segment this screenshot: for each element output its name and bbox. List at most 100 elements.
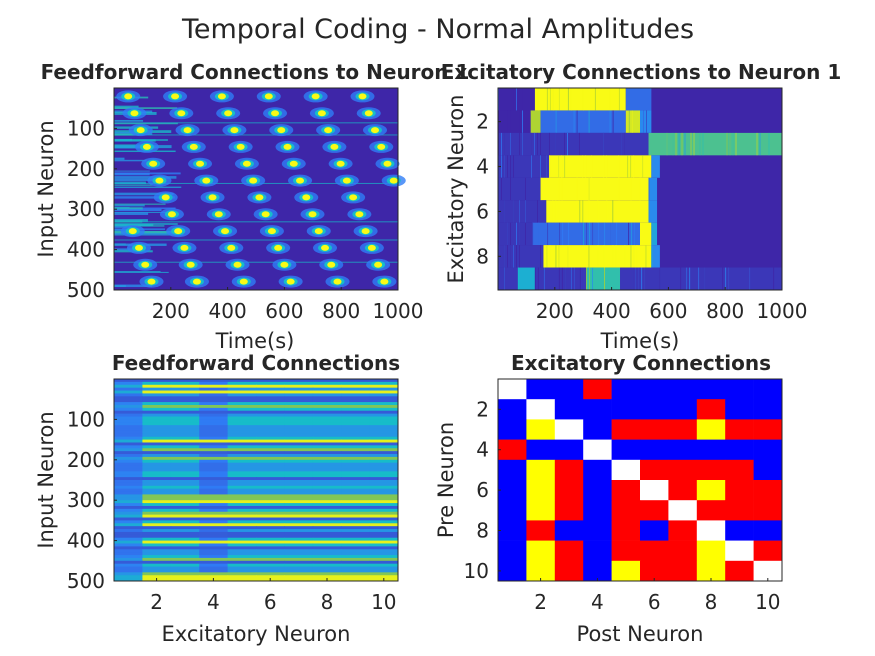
panel3-cell xyxy=(369,433,399,438)
panel3-cell xyxy=(199,555,229,559)
panel3-cell xyxy=(227,430,257,435)
panel3-cell xyxy=(114,419,143,423)
panel2-texture xyxy=(618,155,620,178)
panel3-cell xyxy=(256,529,285,533)
panel3-cell xyxy=(369,480,399,484)
panel3-cell xyxy=(284,442,314,446)
panel4-cell xyxy=(668,419,698,440)
panel3-cell xyxy=(284,413,314,418)
panel3-cell xyxy=(227,557,257,562)
panel2-texture xyxy=(510,222,511,246)
panel3-cell xyxy=(227,428,257,432)
panel3-cell xyxy=(142,468,172,472)
panel1-spot-core xyxy=(370,127,379,134)
panel3-cell xyxy=(284,520,314,524)
panel4-cell xyxy=(753,379,783,400)
panel1-streak xyxy=(114,184,153,186)
panel2-texture xyxy=(525,222,526,246)
panel3-cell xyxy=(369,413,399,418)
panel3-cell xyxy=(256,407,285,412)
panel4-cell xyxy=(696,480,726,501)
panel2-texture xyxy=(534,132,535,156)
panel3-cell xyxy=(312,569,342,573)
panel1-spot-core xyxy=(161,194,170,201)
panel2-texture xyxy=(504,132,505,156)
panel3-cell xyxy=(142,503,172,507)
panel1-streak xyxy=(114,119,144,122)
panel2-texture xyxy=(756,132,758,156)
x-tick-label: 4 xyxy=(591,590,604,614)
panel3-cell xyxy=(256,381,285,386)
panel3-cell xyxy=(369,505,399,510)
panel3-cell xyxy=(312,407,342,412)
panel3-cell xyxy=(114,480,143,484)
panel2-texture xyxy=(612,110,614,133)
panel4-cell xyxy=(725,399,754,420)
panel3-cell xyxy=(227,462,257,467)
panel3-cell xyxy=(369,416,399,420)
panel3-cell xyxy=(227,500,257,504)
panel3-cell xyxy=(142,572,172,576)
panel3-cell xyxy=(341,575,371,579)
panel3-cell xyxy=(142,543,172,547)
panel3-cell xyxy=(199,459,229,464)
panel3-cell xyxy=(369,569,399,573)
panel1-title: Feedforward Connections to Neuron 1 xyxy=(41,60,470,84)
panel2-texture xyxy=(517,267,519,290)
panel3-cell xyxy=(256,436,285,441)
panel3-cell xyxy=(142,540,172,544)
panel3-cell xyxy=(256,534,285,539)
panel4-cell xyxy=(696,379,726,400)
panel1-spot-core xyxy=(249,177,258,184)
panel2-texture xyxy=(501,155,502,178)
panel2-texture xyxy=(582,88,584,111)
panel3-cell xyxy=(284,555,314,559)
panel1-spot-core xyxy=(289,160,298,167)
panel3-cell xyxy=(142,387,172,392)
panel3-cell xyxy=(170,503,200,507)
panel3-cell xyxy=(170,482,200,487)
panel4-cell xyxy=(583,419,612,440)
panel3-cell xyxy=(369,448,399,452)
panel2-texture xyxy=(672,132,674,156)
panel3-cell xyxy=(199,517,229,521)
panel3-cell xyxy=(284,497,314,501)
panel1-spot-core xyxy=(124,93,133,100)
panel2-texture xyxy=(648,177,650,201)
panel3-cell xyxy=(256,433,285,438)
panel3-cell xyxy=(142,379,172,383)
panel3-cell xyxy=(170,468,200,472)
panel3-cell xyxy=(114,477,143,481)
panel2-texture xyxy=(603,132,604,156)
panel3-cell xyxy=(170,387,200,392)
x-tick-label: 8 xyxy=(321,590,334,614)
panel2-texture xyxy=(603,245,605,268)
y-tick-label: 500 xyxy=(67,569,105,593)
panel3-cell xyxy=(312,552,342,556)
panel1-spot-core xyxy=(147,278,156,285)
panel3-cell xyxy=(170,454,200,458)
panel1-spot-core xyxy=(233,261,242,268)
panel3-cell xyxy=(256,514,285,519)
panel3-cell xyxy=(341,407,371,412)
panel3-cell xyxy=(170,396,200,400)
panel1-streak xyxy=(114,192,174,196)
panel3-cell xyxy=(114,575,143,579)
panel3-cell xyxy=(227,508,257,513)
panel3-cell xyxy=(227,578,257,582)
panel1-background xyxy=(114,88,398,290)
panel1-streak xyxy=(114,284,153,288)
panel1-spot-core xyxy=(349,194,358,201)
panel4-cell xyxy=(526,480,556,501)
panel3-cell xyxy=(227,569,257,573)
panel2-texture xyxy=(537,200,538,223)
panel1-spot-core xyxy=(355,211,364,218)
panel3-cell xyxy=(227,465,257,469)
panel3-cell xyxy=(199,546,229,550)
panel3-cell xyxy=(114,569,143,573)
panel3-cell xyxy=(341,552,371,556)
panel3-cell xyxy=(114,488,143,493)
panel3-cell xyxy=(114,523,143,527)
panel3-cell xyxy=(170,537,200,542)
panel3-cell xyxy=(114,529,143,533)
